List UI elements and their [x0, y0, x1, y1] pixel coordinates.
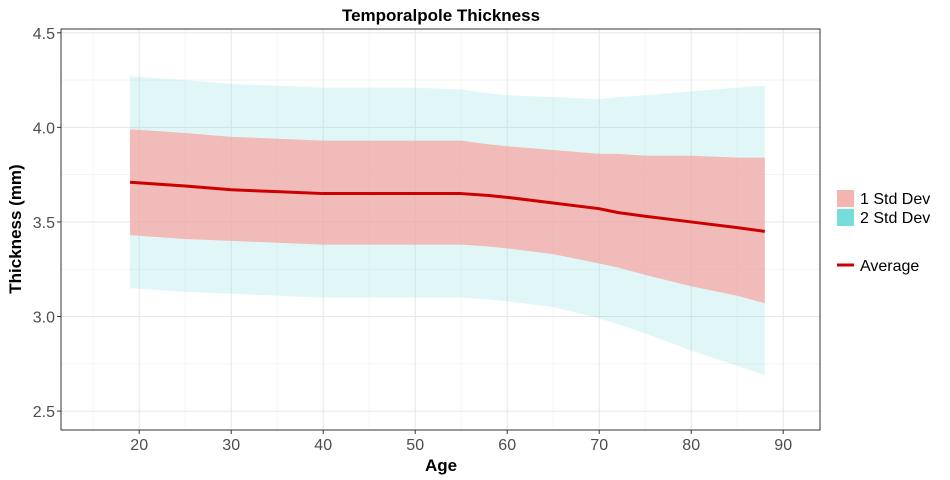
y-tick-label: 2.5	[33, 404, 55, 421]
x-axis-ticks: 20 30 40 50 60 70 80 90	[130, 430, 792, 454]
bands	[130, 76, 765, 376]
legend: 1 Std Dev 2 Std Dev Average	[837, 190, 930, 275]
legend-label-average: Average	[860, 258, 919, 275]
y-tick-label: 4.5	[33, 26, 55, 43]
legend-swatch-1-std-dev	[837, 190, 854, 207]
x-axis-title: Age	[425, 456, 457, 475]
band-1-std-dev	[130, 129, 765, 304]
x-tick-label: 40	[314, 437, 332, 454]
y-axis-ticks: 2.5 3.0 3.5 4.0 4.5	[33, 26, 61, 421]
plot-border	[60, 28, 821, 431]
y-tick-label: 3.5	[33, 215, 55, 232]
x-tick-label: 30	[222, 437, 240, 454]
x-tick-label: 90	[774, 437, 792, 454]
x-tick-label: 70	[590, 437, 608, 454]
y-tick-label: 3.0	[33, 310, 55, 327]
chart-title: Temporalpole Thickness	[342, 6, 540, 25]
x-tick-label: 50	[406, 437, 424, 454]
x-tick-label: 20	[130, 437, 148, 454]
x-tick-label: 80	[682, 437, 700, 454]
y-tick-label: 4.0	[33, 120, 55, 137]
y-axis-title: Thickness (mm)	[6, 164, 25, 293]
legend-label-2-std-dev: 2 Std Dev	[860, 210, 930, 227]
x-tick-label: 60	[498, 437, 516, 454]
legend-label-1-std-dev: 1 Std Dev	[860, 191, 930, 208]
lines	[129, 180, 766, 233]
line-average	[129, 180, 766, 233]
legend-swatch-2-std-dev	[837, 209, 854, 226]
